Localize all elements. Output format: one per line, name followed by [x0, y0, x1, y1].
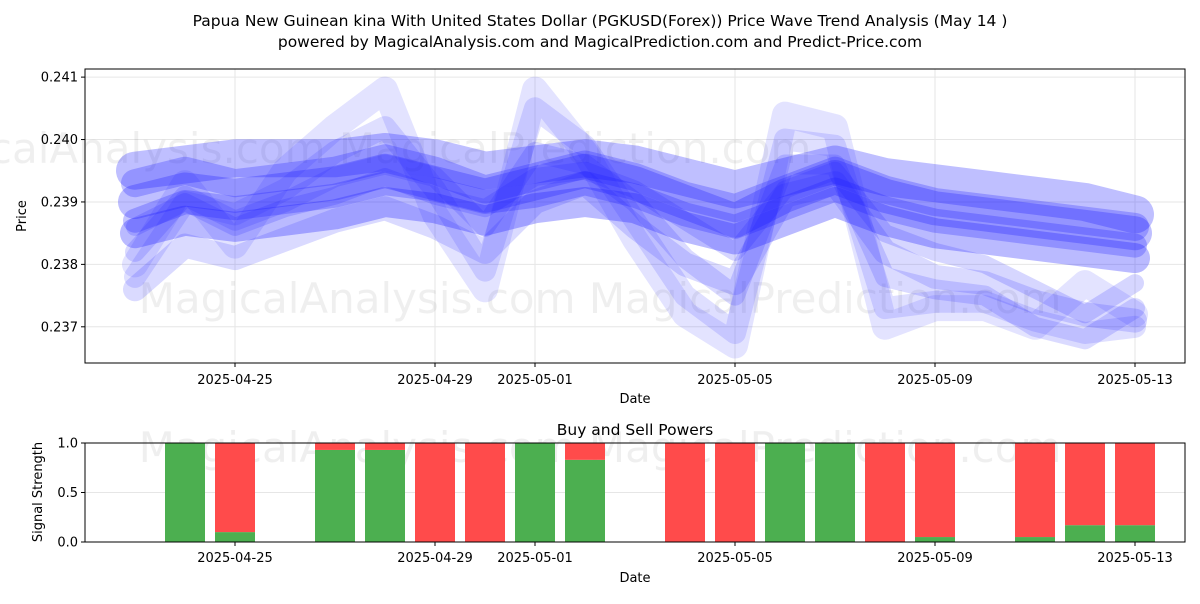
price-wave-line: [118, 153, 1152, 251]
price-wave-line: [125, 142, 1145, 350]
sell-bar: [215, 443, 255, 533]
price-watermark: MagicalAnalysis.com MagicalPrediction.co…: [0, 124, 1061, 323]
price-y-tick-label: 0.237: [41, 320, 78, 335]
buy-bar: [1065, 525, 1105, 542]
price-wave-line: [126, 161, 1144, 324]
price-x-tick-label: 2025-05-01: [497, 373, 573, 388]
signal-x-tick-label: 2025-05-13: [1097, 551, 1173, 566]
sell-bar: [1015, 443, 1055, 538]
signal-y-tick-label: 0.5: [57, 486, 78, 501]
chart-title: Papua New Guinean kina With United State…: [193, 12, 1008, 30]
signal-x-label: Date: [619, 571, 650, 586]
buy-bar: [1015, 537, 1055, 542]
price-x-tick-label: 2025-05-13: [1097, 373, 1173, 388]
price-x-tick-label: 2025-05-09: [897, 373, 973, 388]
price-waves: [116, 76, 1154, 359]
signal-y-tick-label: 0.0: [57, 536, 78, 551]
buy-bar: [765, 443, 805, 542]
sell-bar: [1115, 443, 1155, 526]
signal-y-label: Signal Strength: [31, 442, 46, 542]
bar-chart-title: Buy and Sell Powers: [557, 421, 714, 439]
price-wave-line: [120, 187, 1150, 274]
signal-bars: [165, 443, 1155, 542]
signal-x-ticks: 2025-04-25 2025-04-29 2025-05-01 2025-05-05…: [197, 542, 1173, 566]
price-y-tick-label: 0.238: [41, 258, 78, 273]
price-plot-frame: [84, 68, 1186, 364]
signal-x-tick-label: 2025-05-01: [497, 551, 573, 566]
buy-bar: [915, 537, 955, 542]
signal-x-tick-label: 2025-05-09: [897, 551, 973, 566]
price-x-tick-label: 2025-04-29: [397, 373, 473, 388]
price-y-ticks: 0.237 0.238 0.239 0.240 0.241: [41, 71, 85, 335]
buy-bar: [315, 449, 355, 542]
signal-plot: MagicalAnalysis.com MagicalPrediction.co…: [31, 423, 1186, 586]
buy-bar: [815, 443, 855, 542]
signal-x-tick-label: 2025-05-05: [697, 551, 773, 566]
buy-bar: [215, 532, 255, 542]
signal-y-tick-label: 1.0: [57, 437, 78, 452]
sell-bar: [1065, 443, 1105, 526]
price-wave-line: [123, 171, 1147, 333]
sell-bar: [415, 443, 455, 542]
price-y-label: Price: [15, 200, 30, 232]
buy-bar: [165, 443, 205, 542]
price-x-tick-label: 2025-04-25: [197, 373, 273, 388]
sell-bar: [865, 443, 905, 542]
price-wave-line: [121, 144, 1149, 241]
sell-bar: [315, 443, 355, 450]
buy-bar: [1115, 525, 1155, 542]
watermark-text: MagicalAnalysis.com MagicalPrediction.co…: [0, 124, 811, 173]
buy-bar: [365, 449, 405, 542]
price-plot: MagicalAnalysis.com MagicalPrediction.co…: [0, 68, 1186, 407]
price-grid: [85, 69, 1185, 363]
price-wave-line: [122, 76, 1148, 359]
price-y-tick-label: 0.241: [41, 71, 78, 86]
sell-bar: [465, 443, 505, 542]
price-wave-line: [123, 171, 1147, 258]
buy-bar: [565, 459, 605, 542]
signal-x-tick-label: 2025-04-25: [197, 551, 273, 566]
sell-bar: [365, 443, 405, 450]
price-y-tick-label: 0.239: [41, 195, 78, 210]
sell-bar: [915, 443, 955, 538]
sell-bar: [565, 443, 605, 460]
buy-bar: [515, 443, 555, 542]
price-y-tick-label: 0.240: [41, 133, 78, 148]
chart-subtitle: powered by MagicalAnalysis.com and Magic…: [278, 33, 922, 51]
price-x-ticks: 2025-04-25 2025-04-29 2025-05-01 2025-05-05…: [197, 363, 1173, 388]
signal-x-tick-label: 2025-04-29: [397, 551, 473, 566]
sell-bar: [665, 443, 705, 542]
price-wave-line: [116, 133, 1154, 234]
price-x-tick-label: 2025-05-05: [697, 373, 773, 388]
watermark-text: MagicalAnalysis.com MagicalPrediction.co…: [139, 274, 1062, 323]
price-wave-line: [124, 97, 1146, 344]
sell-bar: [715, 443, 755, 542]
price-x-label: Date: [619, 392, 650, 407]
signal-y-ticks: 0.0 0.5 1.0: [57, 437, 85, 551]
